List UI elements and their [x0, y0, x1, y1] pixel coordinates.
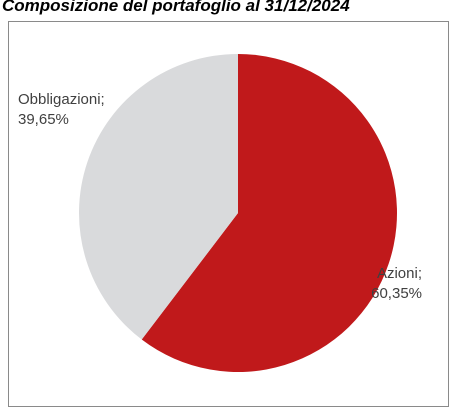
pie-slice-obbligazioni [79, 54, 239, 340]
data-label-category: Obbligazioni; [18, 91, 105, 108]
pie-slice-azioni [141, 54, 397, 372]
data-label-obbligazioni: Obbligazioni; 39,65% [18, 91, 105, 128]
data-label-value: 39,65% [18, 111, 69, 128]
data-label-category: Azioni; [377, 265, 422, 282]
data-label-value: 60,35% [371, 285, 422, 302]
chart-title: Composizione del portafoglio al 31/12/20… [2, 0, 350, 15]
data-label-azioni: Azioni; 60,35% [371, 265, 422, 302]
